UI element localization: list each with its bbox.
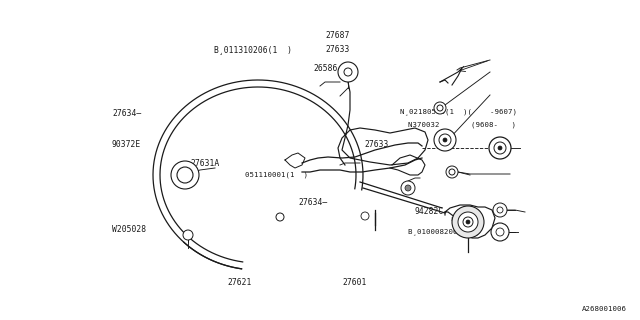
Circle shape [496,228,504,236]
Circle shape [171,161,199,189]
Circle shape [434,102,446,114]
Text: 051110001(1  ): 051110001(1 ) [245,171,308,178]
Text: 90372E: 90372E [112,140,141,149]
Circle shape [443,138,447,142]
Text: N¸02180506(1  )(    -9607): N¸02180506(1 )( -9607) [400,108,517,115]
Text: 27601: 27601 [342,278,367,287]
Text: B¸011310206(1  ): B¸011310206(1 ) [214,45,292,54]
Circle shape [498,146,502,150]
Circle shape [452,206,484,238]
Text: 27687: 27687 [325,31,349,40]
Circle shape [491,223,509,241]
Circle shape [497,207,503,213]
Circle shape [401,181,415,195]
Text: 27634—: 27634— [112,109,141,118]
Circle shape [489,137,511,159]
Circle shape [344,68,352,76]
Circle shape [276,213,284,221]
Circle shape [458,212,478,232]
Circle shape [494,142,506,154]
Circle shape [449,169,455,175]
Circle shape [405,185,411,191]
Text: W205028: W205028 [112,225,146,234]
Circle shape [463,217,473,227]
Text: 27631A: 27631A [191,159,220,168]
Text: B¸010008206(2  ): B¸010008206(2 ) [408,229,480,235]
Circle shape [439,134,451,146]
Text: 27633: 27633 [365,140,389,149]
Circle shape [177,167,193,183]
Circle shape [493,203,507,217]
Text: 27634—: 27634— [299,198,328,207]
Circle shape [466,220,470,224]
Text: 26586: 26586 [314,64,338,73]
Circle shape [446,166,458,178]
Circle shape [183,230,193,240]
Text: 27621: 27621 [227,278,252,287]
Text: 94282C: 94282C [415,207,444,216]
Circle shape [338,62,358,82]
Text: A268001006: A268001006 [582,306,627,312]
Circle shape [361,212,369,220]
Circle shape [437,105,443,111]
Text: 27633: 27633 [325,45,349,54]
Text: N370032       (9608-   ): N370032 (9608- ) [408,122,516,128]
Circle shape [434,129,456,151]
